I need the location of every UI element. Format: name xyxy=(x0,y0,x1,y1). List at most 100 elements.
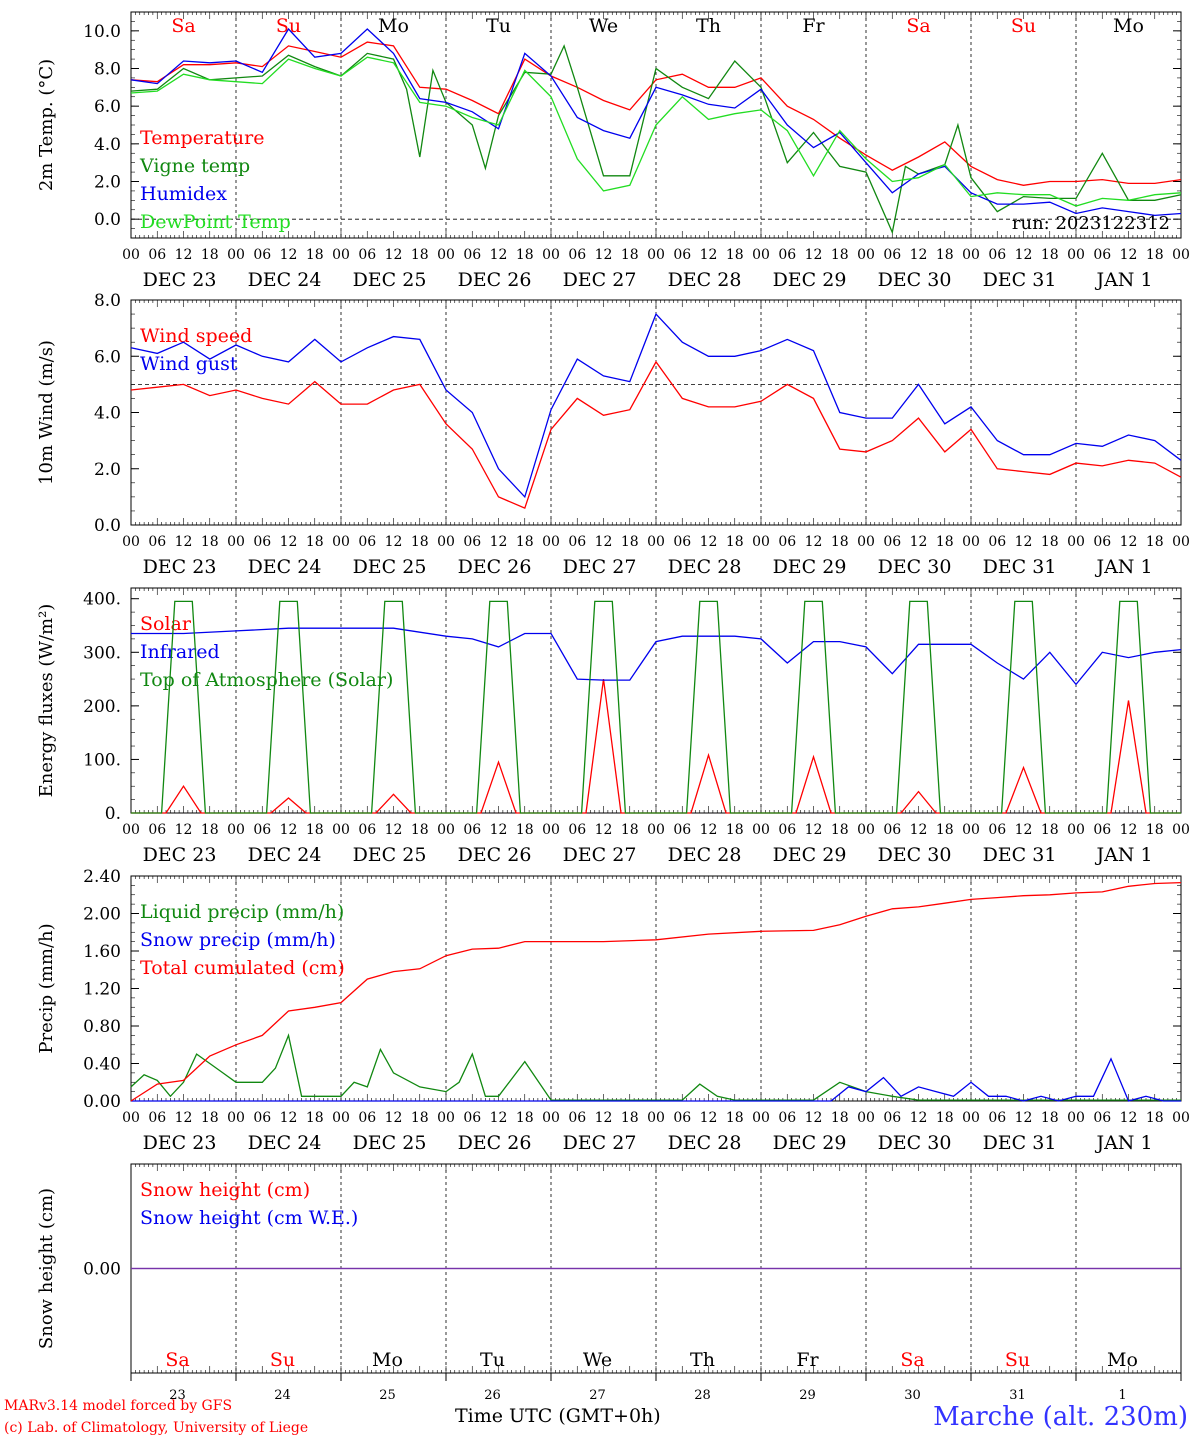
day-name-top: We xyxy=(589,15,618,37)
hour-label: 12 xyxy=(1015,247,1033,263)
hour-label: 18 xyxy=(831,534,849,550)
hour-label: 12 xyxy=(595,247,613,263)
legend-entry: Vigne temp xyxy=(139,155,250,177)
hour-label: 18 xyxy=(201,247,219,263)
y-tick-label: 2.0 xyxy=(94,460,121,480)
date-label: DEC 31 xyxy=(983,269,1057,291)
hour-label: 12 xyxy=(805,822,823,838)
hour-label: 06 xyxy=(148,534,166,550)
hour-label: 18 xyxy=(516,534,534,550)
y-tick-label: 2.00 xyxy=(83,905,121,925)
hour-label: 12 xyxy=(1120,534,1138,550)
hour-label: 06 xyxy=(673,534,691,550)
hour-label: 18 xyxy=(726,822,744,838)
hour-label: 18 xyxy=(621,247,639,263)
hour-label: 06 xyxy=(778,534,796,550)
day-name-bottom: Th xyxy=(690,1349,715,1371)
hour-label: 12 xyxy=(385,247,403,263)
hour-label: 00 xyxy=(752,822,770,838)
hour-label: 00 xyxy=(122,822,140,838)
credit-line-1: MARv3.14 model forced by GFS xyxy=(4,1398,233,1414)
hour-label: 18 xyxy=(1146,247,1164,263)
date-label: DEC 30 xyxy=(878,269,952,291)
legend-entry: Snow height (cm W.E.) xyxy=(140,1207,358,1229)
hour-label: 18 xyxy=(516,1110,534,1126)
hour-label: 12 xyxy=(1120,822,1138,838)
date-label: JAN 1 xyxy=(1094,556,1152,578)
hour-label: 06 xyxy=(1093,534,1111,550)
hour-label: 00 xyxy=(1067,822,1085,838)
day-name-top: Su xyxy=(276,15,301,37)
date-label: DEC 26 xyxy=(458,844,532,866)
date-label: DEC 23 xyxy=(143,269,217,291)
hour-label: 06 xyxy=(988,822,1006,838)
hour-label: 00 xyxy=(857,822,875,838)
hour-label: 06 xyxy=(358,1110,376,1126)
hour-label: 06 xyxy=(883,1110,901,1126)
legend-entry: Total cumulated (cm) xyxy=(140,957,345,979)
y-tick-label: 4.0 xyxy=(94,404,121,424)
hour-label: 00 xyxy=(1172,534,1190,550)
date-label: DEC 31 xyxy=(983,1132,1057,1154)
date-label: DEC 26 xyxy=(458,1132,532,1154)
hour-label: 06 xyxy=(463,822,481,838)
hour-label: 00 xyxy=(1067,1110,1085,1126)
day-name-bottom: Su xyxy=(270,1349,295,1371)
date-label: DEC 31 xyxy=(983,556,1057,578)
hour-label: 18 xyxy=(831,822,849,838)
hour-label: 18 xyxy=(831,247,849,263)
date-label: DEC 23 xyxy=(143,556,217,578)
hour-label: 00 xyxy=(332,822,350,838)
y-tick-label: 1.20 xyxy=(83,980,121,1000)
hour-label: 00 xyxy=(437,1110,455,1126)
hour-label: 18 xyxy=(936,822,954,838)
hour-label: 00 xyxy=(227,247,245,263)
hour-label: 12 xyxy=(700,1110,718,1126)
x-axis-time-label: Time UTC (GMT+0h) xyxy=(455,1405,661,1427)
series-line-wind-speed xyxy=(130,360,1182,509)
date-label: DEC 28 xyxy=(668,556,742,578)
hour-label: 06 xyxy=(253,247,271,263)
date-label: DEC 25 xyxy=(353,1132,427,1154)
hour-label: 18 xyxy=(936,247,954,263)
y-tick-label: 0.80 xyxy=(83,1017,121,1037)
hour-label: 12 xyxy=(910,822,928,838)
y-axis-label: Snow height (cm) xyxy=(36,1188,57,1349)
day-name-top: Th xyxy=(696,15,721,37)
hour-label: 06 xyxy=(988,534,1006,550)
hour-label: 18 xyxy=(411,247,429,263)
hour-label: 06 xyxy=(778,822,796,838)
hour-label: 12 xyxy=(910,534,928,550)
hour-label: 06 xyxy=(673,247,691,263)
hour-label: 12 xyxy=(1015,822,1033,838)
hour-label: 06 xyxy=(253,534,271,550)
date-label: DEC 24 xyxy=(248,269,322,291)
day-number: 31 xyxy=(1009,1388,1026,1403)
hour-label: 18 xyxy=(1146,1110,1164,1126)
hour-label: 18 xyxy=(411,822,429,838)
panel-4: 0.00 0.40 0.80 1.20 1.60 2.00 2.40 Precip (mm/h… xyxy=(36,867,1190,1154)
hour-label: 12 xyxy=(175,822,193,838)
hour-label: 00 xyxy=(122,534,140,550)
date-label: DEC 25 xyxy=(353,556,427,578)
hour-label: 18 xyxy=(621,534,639,550)
hour-label: 12 xyxy=(1120,1110,1138,1126)
date-label: DEC 31 xyxy=(983,844,1057,866)
hour-label: 06 xyxy=(1093,247,1111,263)
day-name-bottom: Mo xyxy=(1107,1349,1138,1371)
hour-label: 06 xyxy=(463,1110,481,1126)
hour-label: 12 xyxy=(175,1110,193,1126)
hour-label: 00 xyxy=(1172,822,1190,838)
date-label: DEC 27 xyxy=(563,556,637,578)
date-label: JAN 1 xyxy=(1094,269,1152,291)
day-name-top: Su xyxy=(1011,15,1036,37)
hour-label: 18 xyxy=(1146,822,1164,838)
day-name-bottom: Mo xyxy=(372,1349,403,1371)
hour-label: 00 xyxy=(752,1110,770,1126)
legend-entry: Top of Atmosphere (Solar) xyxy=(140,669,393,691)
hour-label: 00 xyxy=(752,534,770,550)
hour-label: 06 xyxy=(1093,1110,1111,1126)
date-label: DEC 23 xyxy=(143,844,217,866)
hour-label: 00 xyxy=(542,1110,560,1126)
